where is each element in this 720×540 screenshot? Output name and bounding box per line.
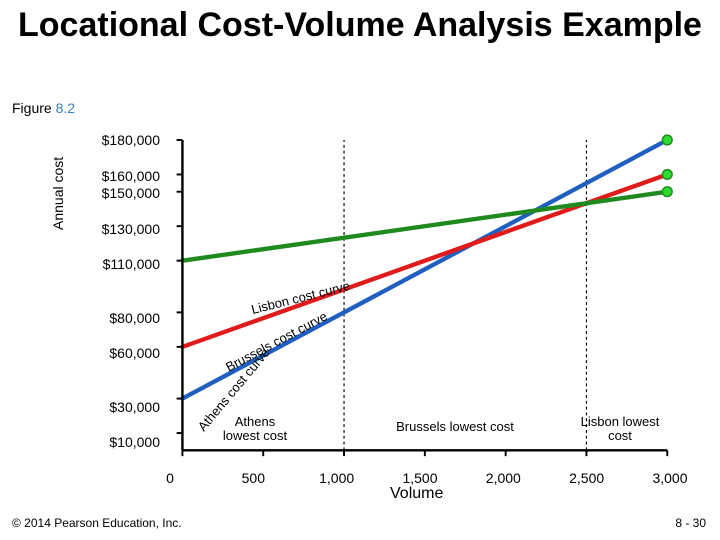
ytick-label: $110,000: [60, 256, 160, 272]
ytick-label: $180,000: [60, 132, 160, 148]
xtick-label: 2,000: [473, 470, 533, 486]
xtick-label: 1,500: [390, 470, 450, 486]
ytick-label: $10,000: [60, 434, 160, 450]
ytick-label: $150,000: [60, 185, 160, 201]
ytick-label: $80,000: [60, 310, 160, 326]
figure-label-prefix: Figure: [12, 100, 52, 116]
region-brussels-label: Brussels lowest cost: [395, 420, 515, 434]
xtick-label: 3,000: [640, 470, 700, 486]
region-athens-label: Athens lowest cost: [215, 415, 295, 444]
region-lisbon-label: Lisbon lowest cost: [580, 415, 660, 444]
chart-svg: [170, 140, 670, 460]
xtick-label: 2,500: [557, 470, 617, 486]
copyright: © 2014 Pearson Education, Inc.: [12, 516, 182, 530]
page-number: 8 - 30: [675, 516, 706, 530]
x-axis-label: Volume: [390, 485, 443, 503]
xtick-label: 500: [223, 470, 283, 486]
ytick-label: $30,000: [60, 399, 160, 415]
figure-number: 8.2: [56, 100, 75, 116]
figure-label: Figure 8.2: [12, 100, 75, 116]
chart: [170, 140, 670, 460]
xtick-label: 0: [140, 470, 200, 486]
ytick-label: $60,000: [60, 345, 160, 361]
page-title: Locational Cost-Volume Analysis Example: [0, 8, 720, 44]
ytick-label: $160,000: [60, 168, 160, 184]
ytick-label: $130,000: [60, 221, 160, 237]
xtick-label: 1,000: [307, 470, 367, 486]
